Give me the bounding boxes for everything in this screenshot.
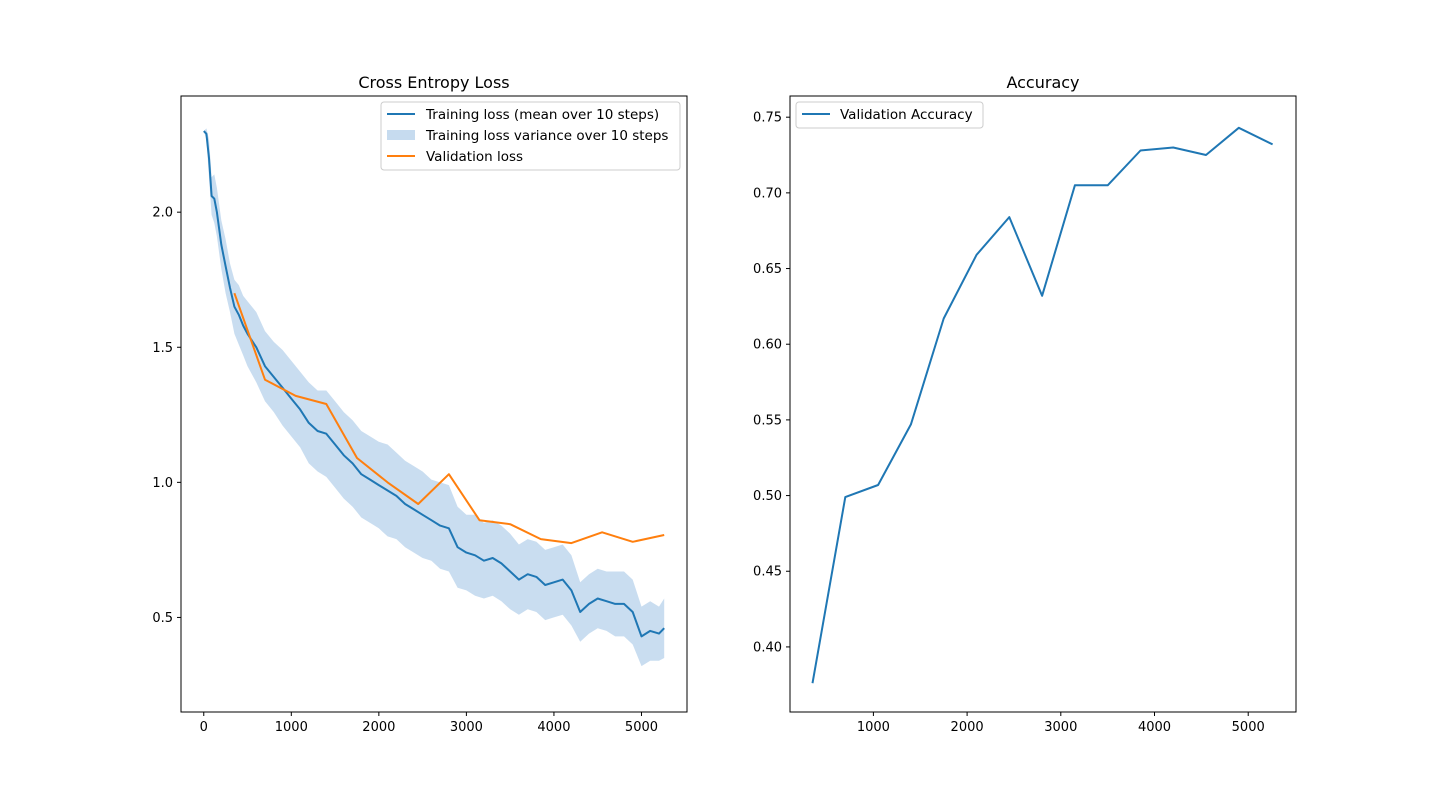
accuracy-plot-area <box>790 96 1296 712</box>
loss-legend: Training loss (mean over 10 steps) Train… <box>380 101 681 171</box>
y-tick-label: 1.0 <box>152 476 173 491</box>
y-tick-label: 0.70 <box>753 186 782 201</box>
loss-series-lines <box>203 130 665 638</box>
legend-label-validation-loss: Validation loss <box>426 149 523 165</box>
y-tick-label: 2.0 <box>152 206 173 221</box>
accuracy-series-lines <box>811 126 1274 684</box>
x-tick-label: 2000 <box>362 720 395 735</box>
x-tick-label: 5000 <box>1232 720 1265 735</box>
accuracy-legend-box <box>795 101 984 129</box>
y-tick-label: 0.75 <box>753 111 782 126</box>
x-tick-label: 1000 <box>857 720 890 735</box>
accuracy-y-ticks: 0.40 0.45 0.50 0.55 0.60 0.65 0.70 0.75 <box>753 111 790 655</box>
y-tick-label: 0.55 <box>753 413 782 428</box>
training-loss-variance-area <box>203 128 665 667</box>
training-loss-variance-band <box>203 128 665 667</box>
legend-label-training-variance: Training loss variance over 10 steps <box>425 128 668 144</box>
legend-swatch-training-variance <box>387 130 415 140</box>
y-tick-label: 0.50 <box>753 489 782 504</box>
series-line-validation-loss <box>233 292 665 545</box>
legend-label-validation-accuracy: Validation Accuracy <box>840 107 973 123</box>
x-tick-label: 0 <box>200 720 208 735</box>
x-tick-label: 4000 <box>1138 720 1171 735</box>
y-tick-label: 0.65 <box>753 262 782 277</box>
loss-y-ticks: 0.5 1.0 1.5 2.0 <box>152 206 181 626</box>
series-line-training-loss-mean-over-10-steps <box>203 130 665 638</box>
x-tick-label: 5000 <box>625 720 658 735</box>
x-tick-label: 1000 <box>275 720 308 735</box>
series-line-validation-accuracy <box>811 126 1274 684</box>
accuracy-x-ticks: 1000 2000 3000 4000 5000 <box>857 712 1265 735</box>
loss-chart-title: Cross Entropy Loss <box>358 73 509 92</box>
x-tick-label: 4000 <box>537 720 570 735</box>
x-tick-label: 3000 <box>1044 720 1077 735</box>
loss-axes-frame <box>180 95 688 713</box>
loss-x-ticks: 0 1000 2000 3000 4000 5000 <box>200 712 658 735</box>
y-tick-label: 0.45 <box>753 565 782 580</box>
x-tick-label: 2000 <box>951 720 984 735</box>
y-tick-label: 0.40 <box>753 640 782 655</box>
legend-label-training-loss: Training loss (mean over 10 steps) <box>425 107 659 123</box>
y-tick-label: 0.5 <box>152 611 173 626</box>
accuracy-chart-title: Accuracy <box>1006 73 1079 92</box>
loss-legend-box <box>380 101 681 171</box>
x-tick-label: 3000 <box>450 720 483 735</box>
accuracy-chart: 1000 2000 3000 4000 5000 0.40 0.45 0.50 0.55 0.6… <box>753 73 1297 735</box>
accuracy-axes-frame <box>789 95 1297 713</box>
y-tick-label: 0.60 <box>753 338 782 353</box>
accuracy-legend: Validation Accuracy <box>795 101 984 129</box>
loss-chart: 0 1000 2000 3000 4000 5000 0.5 1.0 1.5 2.0 Cross… <box>152 73 688 735</box>
y-tick-label: 1.5 <box>152 341 173 356</box>
